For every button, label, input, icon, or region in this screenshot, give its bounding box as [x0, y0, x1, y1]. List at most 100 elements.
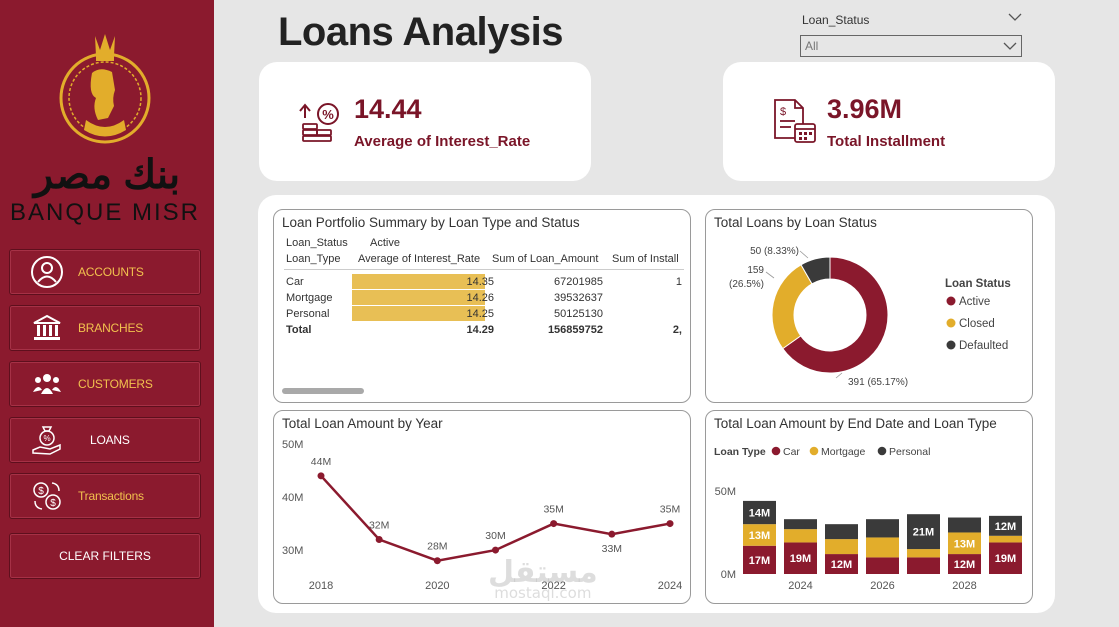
portfolio-table-title: Loan Portfolio Summary by Loan Type and …	[282, 215, 580, 230]
column-header: Average of Interest_Rate	[358, 253, 481, 265]
bar-segment-personal[interactable]	[948, 517, 981, 533]
total-amount-cell: 156859752	[547, 324, 603, 336]
line-data-label: 44M	[311, 456, 331, 468]
line-point[interactable]	[492, 546, 499, 554]
bar-segment-personal[interactable]	[784, 519, 817, 530]
row-amount-cell: 50125130	[554, 308, 603, 320]
line-point[interactable]	[375, 535, 383, 543]
row-header-status: Loan_Status	[286, 237, 348, 249]
nav-customers-button[interactable]: CUSTOMERS	[9, 361, 201, 407]
nav-loans-button[interactable]: % LOANS	[9, 417, 201, 463]
banque-misr-logo: بنك مصر BANQUE MISR	[0, 28, 214, 228]
row-rate-cell: 14.25	[466, 308, 494, 320]
donut-slice-closed[interactable]	[771, 264, 813, 350]
bar-data-label: 21M	[913, 527, 934, 539]
nav-branches-button[interactable]: BRANCHES	[9, 305, 201, 351]
kpi-installment-caption: Total Installment	[827, 133, 946, 150]
bar-segment-mortgage[interactable]	[907, 549, 940, 558]
row-type-cell: Car	[286, 276, 304, 288]
row-amount-cell: 39532637	[554, 292, 603, 304]
row-header-type: Loan_Type	[286, 253, 341, 265]
bar-data-label: 13M	[954, 538, 975, 550]
horizontal-scrollbar[interactable]	[282, 388, 364, 394]
legend-label-personal: Personal	[889, 446, 930, 458]
bar-segment-personal[interactable]	[907, 514, 940, 550]
clear-filters-button[interactable]: CLEAR FILTERS	[9, 533, 201, 579]
total-type-cell: Total	[286, 324, 312, 336]
nav-accounts-button[interactable]: ACCOUNTS	[9, 249, 201, 295]
line-point[interactable]	[317, 472, 325, 480]
line-point[interactable]	[433, 557, 441, 565]
bar-segment-car[interactable]	[948, 554, 981, 574]
kpi-card-total-installment: $ 3.96M Total Installment	[723, 62, 1055, 181]
line-point[interactable]	[608, 530, 616, 538]
bar-segment-car[interactable]	[866, 557, 899, 574]
donut-label-closed-count: 159	[747, 265, 764, 276]
rate-highlight-cell	[352, 274, 485, 289]
bar-segment-car[interactable]	[825, 554, 858, 574]
bar-data-label: 12M	[995, 521, 1016, 533]
x-tick-label: 2024	[788, 580, 812, 592]
donut-legend-title: Loan Status	[945, 278, 1011, 290]
line-chart-title: Total Loan Amount by Year	[282, 416, 443, 431]
nav-transactions-label: Transactions	[78, 489, 144, 503]
chevron-down-icon[interactable]	[1008, 12, 1022, 22]
legend-marker-car	[771, 446, 781, 456]
bar-segment-car[interactable]	[989, 542, 1022, 574]
loans-by-status-chart[interactable]: Total Loans by Loan Status 391 (65.17%) 1…	[705, 209, 1033, 403]
nav-branches-label: BRANCHES	[78, 321, 144, 335]
svg-text:$: $	[50, 498, 56, 509]
x-tick-label: 2024	[658, 580, 682, 592]
donut-chart-title: Total Loans by Loan Status	[714, 215, 877, 230]
bar-segment-car[interactable]	[907, 557, 940, 574]
bar-segment-mortgage[interactable]	[948, 532, 981, 555]
line-point[interactable]	[550, 520, 558, 528]
legend-label-car: Car	[783, 446, 800, 458]
donut-slice-active[interactable]	[782, 256, 889, 374]
bar-segment-personal[interactable]	[866, 519, 899, 538]
bar-segment-mortgage[interactable]	[989, 535, 1022, 543]
line-data-label: 28M	[427, 541, 447, 553]
y-tick-label: 50M	[282, 439, 303, 451]
bar-segment-personal[interactable]	[825, 524, 858, 540]
y-tick-label: 50M	[715, 486, 736, 498]
row-type-cell: Mortgage	[286, 292, 333, 304]
column-header: Sum of Install	[612, 253, 679, 265]
bar-segment-mortgage[interactable]	[743, 524, 776, 546]
line-point[interactable]	[666, 520, 674, 528]
status-column-value: Active	[370, 237, 400, 249]
loan-amount-by-year-chart[interactable]: Total Loan Amount by Year 30M 40M 50M 2018 2…	[273, 410, 691, 604]
bar-data-label: 14M	[749, 508, 770, 520]
bar-legend-title: Loan Type	[714, 446, 766, 458]
legend-marker-mortgage	[809, 446, 819, 456]
line-data-label: 33M	[602, 543, 622, 555]
loan-status-dropdown-value: All	[805, 39, 819, 53]
nav-transactions-button[interactable]: $ $ Transactions	[9, 473, 201, 519]
bar-segment-mortgage[interactable]	[825, 539, 858, 555]
line-data-label: 35M	[543, 504, 563, 516]
y-tick-label: 0M	[721, 569, 736, 581]
kpi-installment-value: 3.96M	[827, 94, 903, 124]
bar-data-label: 12M	[954, 559, 975, 571]
bank-building-icon	[30, 311, 64, 345]
loan-status-dropdown[interactable]: All	[800, 35, 1022, 57]
total-install-cell: 2,	[672, 324, 682, 336]
bar-segment-mortgage[interactable]	[784, 529, 817, 543]
bar-segment-car[interactable]	[784, 542, 817, 574]
y-tick-label: 30M	[282, 545, 303, 557]
donut-slice-defaulted[interactable]	[800, 256, 831, 285]
svg-text:%: %	[43, 434, 50, 443]
bar-segment-personal[interactable]	[743, 500, 776, 525]
legend-label-active: Active	[959, 296, 990, 308]
loan-amount-by-end-date-chart[interactable]: Total Loan Amount by End Date and Loan T…	[705, 410, 1033, 604]
portfolio-summary-table[interactable]: Loan Portfolio Summary by Loan Type and …	[273, 209, 691, 403]
nav-loans-label: LOANS	[90, 433, 130, 447]
bar-segment-personal[interactable]	[989, 515, 1022, 536]
bar-chart-svg: Loan Type Car Mortgage Personal 0M 50M 17M 13M 1…	[714, 446, 1022, 592]
x-tick-label: 2028	[952, 580, 976, 592]
legend-marker-defaulted	[946, 340, 956, 350]
bar-data-label: 19M	[790, 553, 811, 565]
money-exchange-icon: $ $	[30, 479, 64, 513]
bar-segment-mortgage[interactable]	[866, 537, 899, 558]
bar-segment-car[interactable]	[743, 545, 776, 574]
